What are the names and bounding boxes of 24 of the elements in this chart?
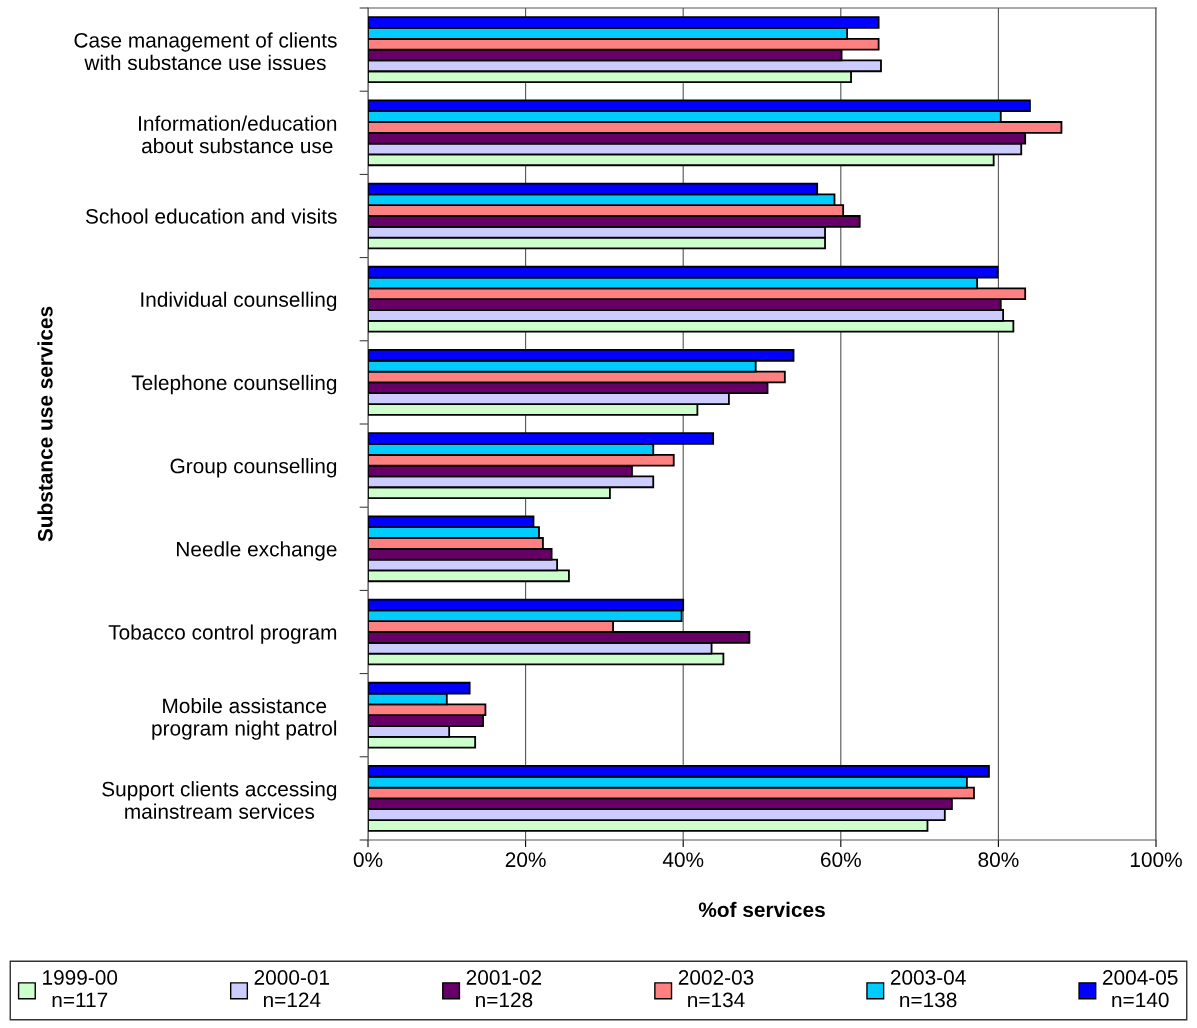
legend-label: 2000-01 n=124 (254, 970, 330, 1008)
y-tick-label: Case management of clients with substance use issues (74, 32, 337, 71)
y-tick-label: Information/education about substance use (139, 115, 337, 154)
x-tick-label: 20% (505, 852, 546, 868)
x-tick-label: 60% (821, 852, 861, 868)
y-tick-label: Mobile assistance program night patrol (152, 697, 337, 740)
y-tick-label: Individual counselling (141, 291, 337, 312)
y-tick-label: School education and visits (85, 208, 337, 224)
x-tick-label: 0% (353, 852, 383, 868)
x-tick-label: 80% (978, 852, 1019, 868)
y-tick-label: Support clients accessing mainstream services (102, 781, 337, 819)
legend-label: 2002-03 n=134 (678, 970, 754, 1008)
x-tick-label: 100% (1130, 852, 1182, 868)
y-tick-label: Needle exchange (177, 541, 337, 561)
legend-label: 2001-02 n=128 (466, 970, 542, 1008)
y-tick-label: Group counselling (170, 458, 337, 478)
x-axis-title: %of services (698, 901, 825, 918)
legend-label: 2003-04 n=138 (890, 970, 966, 1008)
y-tick-label: Telephone counselling (131, 374, 337, 395)
legend-label: 2004-05 n=140 (1103, 970, 1178, 1008)
legend-label: 1999-00 n=117 (43, 970, 118, 1008)
y-tick-label: Tobacco control program (108, 624, 337, 644)
y-axis-title: Substance use services (37, 306, 53, 542)
x-tick-label: 40% (662, 852, 704, 868)
